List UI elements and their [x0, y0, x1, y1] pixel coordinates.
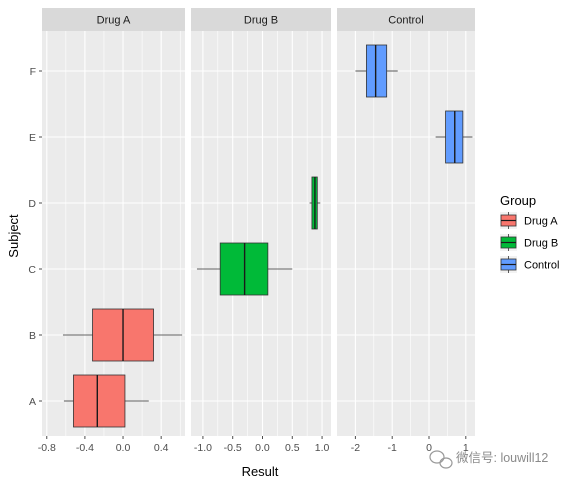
- x-tick-label: -0.5: [224, 442, 242, 454]
- x-tick-label: -1: [388, 442, 397, 454]
- panel-background: [337, 31, 475, 436]
- facet-panel: Drug A -0.8 -0.4 0.0 0.4: [38, 8, 185, 454]
- x-tick-label: 0: [426, 442, 432, 454]
- y-axis: A B C D E F: [28, 66, 42, 408]
- y-tick-label: A: [29, 396, 36, 408]
- legend-title: Group: [500, 193, 536, 208]
- x-tick-label: 1: [463, 442, 469, 454]
- y-tick-label: F: [30, 66, 36, 78]
- x-tick-label: 0.0: [116, 442, 131, 454]
- boxplot-drug-b-c: [196, 242, 293, 296]
- y-tick-label: D: [28, 198, 36, 210]
- facet-strip-label: Drug B: [244, 15, 278, 27]
- watermark: 微信号: louwill12: [429, 450, 548, 469]
- facet-panel: Control -2 -1 0 1: [337, 8, 475, 454]
- boxplot-drug-a-a: [63, 374, 149, 428]
- y-axis-title: Subject: [6, 214, 21, 258]
- boxplot-control-e: [435, 110, 473, 164]
- wechat-icon: [429, 450, 453, 469]
- watermark-text: 微信号: louwill12: [456, 451, 548, 465]
- legend-item: Drug B: [500, 234, 558, 251]
- y-tick-label: C: [28, 264, 36, 276]
- y-tick-label: E: [29, 132, 36, 144]
- boxplot-drug-a-b: [62, 308, 183, 362]
- x-tick-label: 1.0: [315, 442, 330, 454]
- y-tick-label: B: [29, 330, 36, 342]
- box: [366, 44, 388, 98]
- panel-background: [191, 31, 331, 436]
- x-tick-label: 0.4: [154, 442, 169, 454]
- x-axis-title: Result: [242, 464, 279, 479]
- x-tick-label: 0.0: [255, 442, 270, 454]
- legend: Group Drug A Drug B Control: [500, 193, 559, 273]
- x-tick-label: -2: [351, 442, 360, 454]
- legend-item: Control: [500, 256, 559, 273]
- facet-strip-label: Drug A: [97, 15, 131, 27]
- facet-strip: [191, 8, 331, 31]
- legend-item-label: Drug B: [524, 238, 558, 250]
- boxplot-drug-b-d: [309, 176, 321, 230]
- panels-layer: Drug A -0.8 -0.4 0.0 0.4 Drug B -1.0 -0.5 0.0 0.5…: [38, 8, 475, 454]
- facet-strip: [337, 8, 475, 31]
- legend-item-label: Drug A: [524, 216, 558, 228]
- x-tick-label: -1.0: [194, 442, 212, 454]
- boxplot-control-f: [355, 44, 398, 98]
- facet-strip: [42, 8, 185, 31]
- x-tick-label: -0.8: [38, 442, 56, 454]
- facet-panel: Drug B -1.0 -0.5 0.0 0.5 1.0: [191, 8, 331, 454]
- facet-strip-label: Control: [388, 15, 423, 27]
- legend-item: Drug A: [500, 212, 558, 229]
- box: [73, 374, 126, 428]
- legend-item-label: Control: [524, 260, 559, 272]
- x-tick-label: 0.5: [285, 442, 300, 454]
- x-tick-label: -0.4: [76, 442, 94, 454]
